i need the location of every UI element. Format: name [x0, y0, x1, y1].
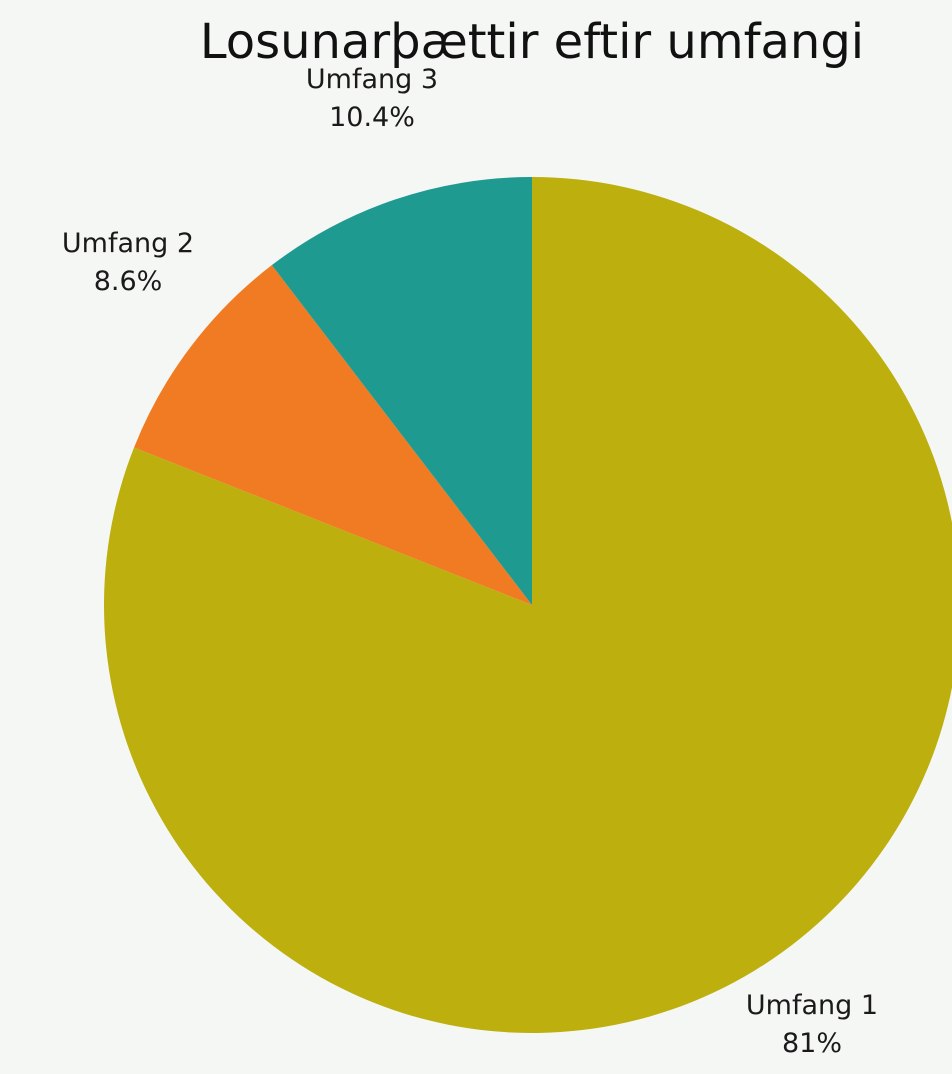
pie-labels: Umfang 1 81% Umfang 2 8.6% Umfang 3 10.4% — [62, 64, 878, 1059]
pie-slice-umfang-1 — [104, 177, 952, 1033]
slice-label: Umfang 3 — [306, 64, 438, 95]
slice-value-label: 81% — [782, 1028, 842, 1059]
slice-value-label: 8.6% — [94, 266, 163, 297]
pie-slice-umfang-2 — [134, 265, 532, 605]
slice-value-label: 10.4% — [329, 102, 415, 133]
pie-slices — [104, 177, 952, 1033]
chart-title: Losunarþættir eftir umfangi — [200, 14, 864, 70]
slice-label: Umfang 1 — [746, 990, 878, 1021]
slice-label: Umfang 2 — [62, 228, 194, 259]
pie-slice-umfang-3 — [271, 177, 532, 605]
